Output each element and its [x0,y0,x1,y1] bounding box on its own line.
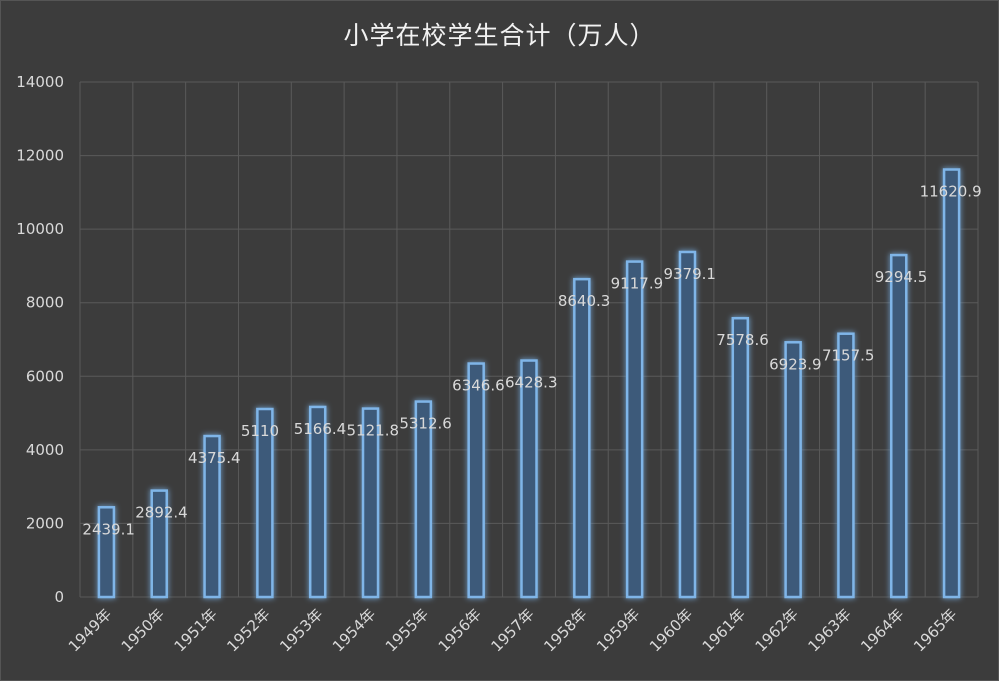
data-label: 6428.3 [505,374,558,392]
x-tick-label: 1964年 [857,605,907,655]
x-tick-label: 1957年 [487,605,537,655]
data-label: 2892.4 [135,504,188,522]
data-label: 8640.3 [558,292,611,310]
data-label: 9379.1 [663,265,716,283]
x-tick-label: 1954年 [329,605,379,655]
bar [784,341,802,599]
bar [150,489,168,599]
x-tick-label: 1949年 [65,605,115,655]
data-label: 5110 [241,422,279,440]
bar [731,316,750,599]
data-label: 7578.6 [716,331,769,349]
chart-title: 小学在校学生合计（万人） [343,21,656,50]
bar [361,407,380,599]
gridlines [79,81,979,598]
data-label: 9294.5 [875,268,928,286]
y-tick-label: 4000 [26,441,64,459]
x-tick-label: 1961年 [699,605,749,655]
bar [942,168,961,599]
x-tick-label: 1955年 [382,605,432,655]
bar [890,253,908,599]
data-label: 11620.9 [920,183,982,201]
data-label: 6346.6 [452,377,505,395]
bar [256,407,274,599]
bar [467,362,485,599]
y-tick-label: 12000 [16,147,64,165]
data-label: 7157.5 [822,347,875,365]
y-axis-tick-labels: 0 2000 4000 6000 8000 10000 12000 14000 [16,73,64,606]
bars [97,168,961,599]
x-axis-tick-labels: 1949年 1950年 1951年 1952年 1953年 1954年 1955年 1956年… [65,605,961,655]
bar [625,260,644,599]
bar [203,434,221,599]
x-tick-label: 1965年 [910,605,960,655]
y-tick-label: 2000 [26,514,64,532]
x-tick-label: 1950年 [118,605,168,655]
data-label: 4375.4 [188,449,241,467]
bar [573,277,591,599]
data-label: 2439.1 [82,520,135,538]
x-tick-label: 1960年 [646,605,696,655]
data-label: 6923.9 [769,355,822,373]
bar [414,400,433,599]
x-tick-label: 1953年 [276,605,326,655]
y-tick-label: 6000 [26,367,64,385]
x-tick-label: 1956年 [435,605,485,655]
x-tick-label: 1958年 [540,605,590,655]
bar [837,332,855,599]
data-label: 9117.9 [611,275,664,293]
y-tick-label: 10000 [16,220,64,238]
x-tick-label: 1962年 [752,605,802,655]
y-tick-label: 14000 [16,73,64,91]
bar [97,506,116,599]
data-label: 5121.8 [347,422,400,440]
x-tick-label: 1959年 [593,605,643,655]
x-tick-label: 1951年 [171,605,221,655]
x-tick-label: 1952年 [223,605,273,655]
x-tick-label: 1963年 [804,605,854,655]
y-tick-label: 8000 [26,294,64,312]
y-tick-label: 0 [54,588,64,606]
bar [308,405,327,599]
bar [520,359,538,599]
bar [678,250,697,599]
data-label: 5166.4 [294,420,347,438]
data-label: 5312.6 [399,415,452,433]
